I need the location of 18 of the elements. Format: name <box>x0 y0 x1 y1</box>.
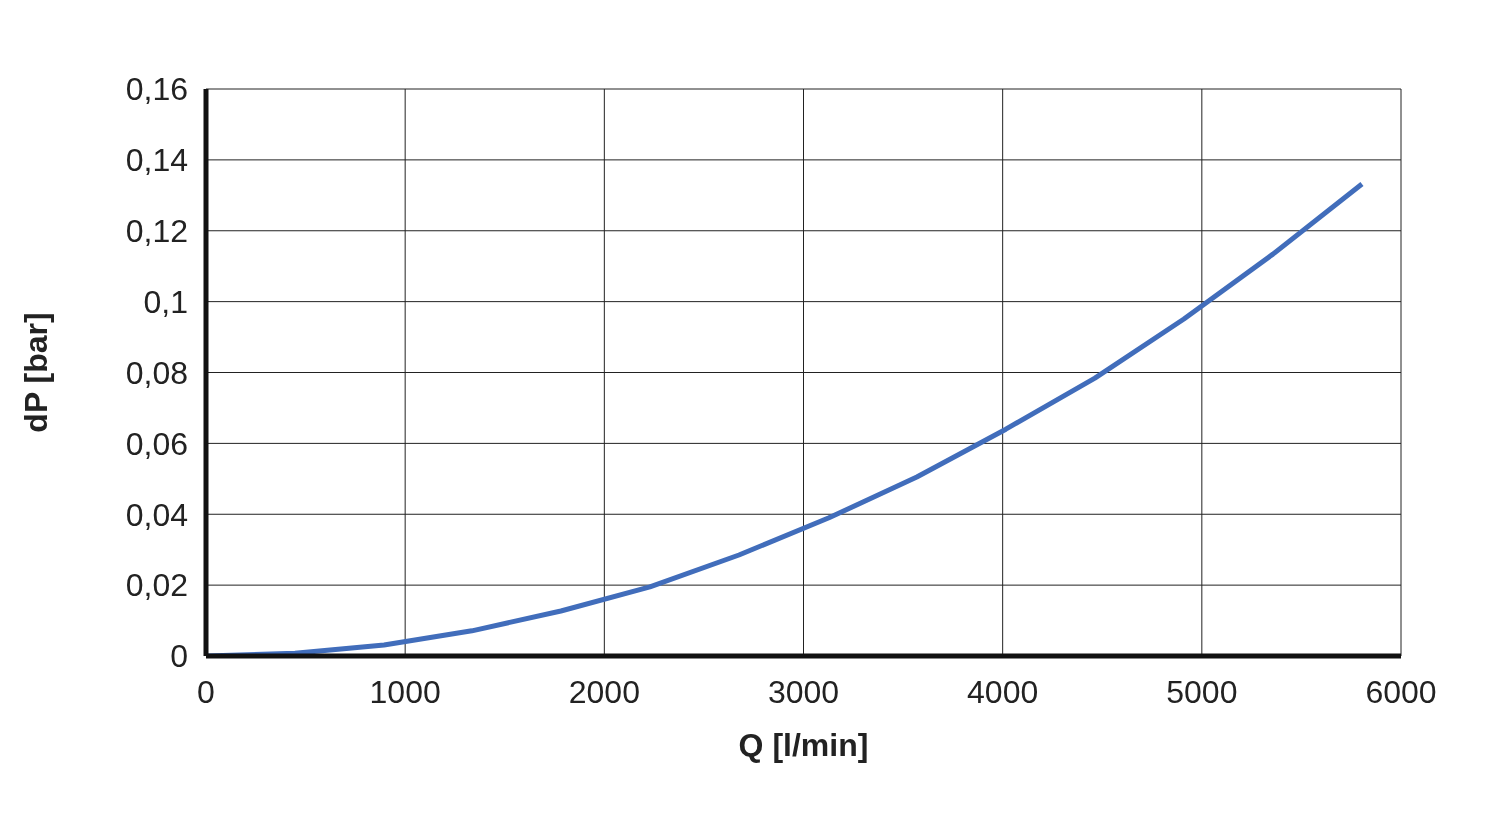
x-axis-title: Q [l/min] <box>738 727 869 763</box>
x-tick-label: 2000 <box>568 673 640 710</box>
x-tick-label: 6000 <box>1365 673 1437 710</box>
y-tick-label: 0 <box>170 638 188 675</box>
y-tick-label: 0,02 <box>125 567 188 604</box>
y-tick-label: 0,12 <box>125 213 188 250</box>
x-tick-label: 1000 <box>369 673 441 710</box>
y-tick-label: 0,16 <box>125 71 188 108</box>
x-tick-label: 3000 <box>767 673 840 710</box>
x-tick-label: 4000 <box>967 673 1039 710</box>
y-tick-label: 0,04 <box>125 496 188 533</box>
y-tick-label: 0,08 <box>125 354 188 391</box>
y-tick-label: 0,1 <box>143 283 188 320</box>
x-tick-label: 0 <box>197 673 215 710</box>
y-axis-title: dP [bar] <box>18 312 55 433</box>
y-tick-label: 0,06 <box>125 425 188 462</box>
y-tick-label: 0,14 <box>125 142 188 179</box>
x-tick-label: 5000 <box>1166 673 1238 710</box>
